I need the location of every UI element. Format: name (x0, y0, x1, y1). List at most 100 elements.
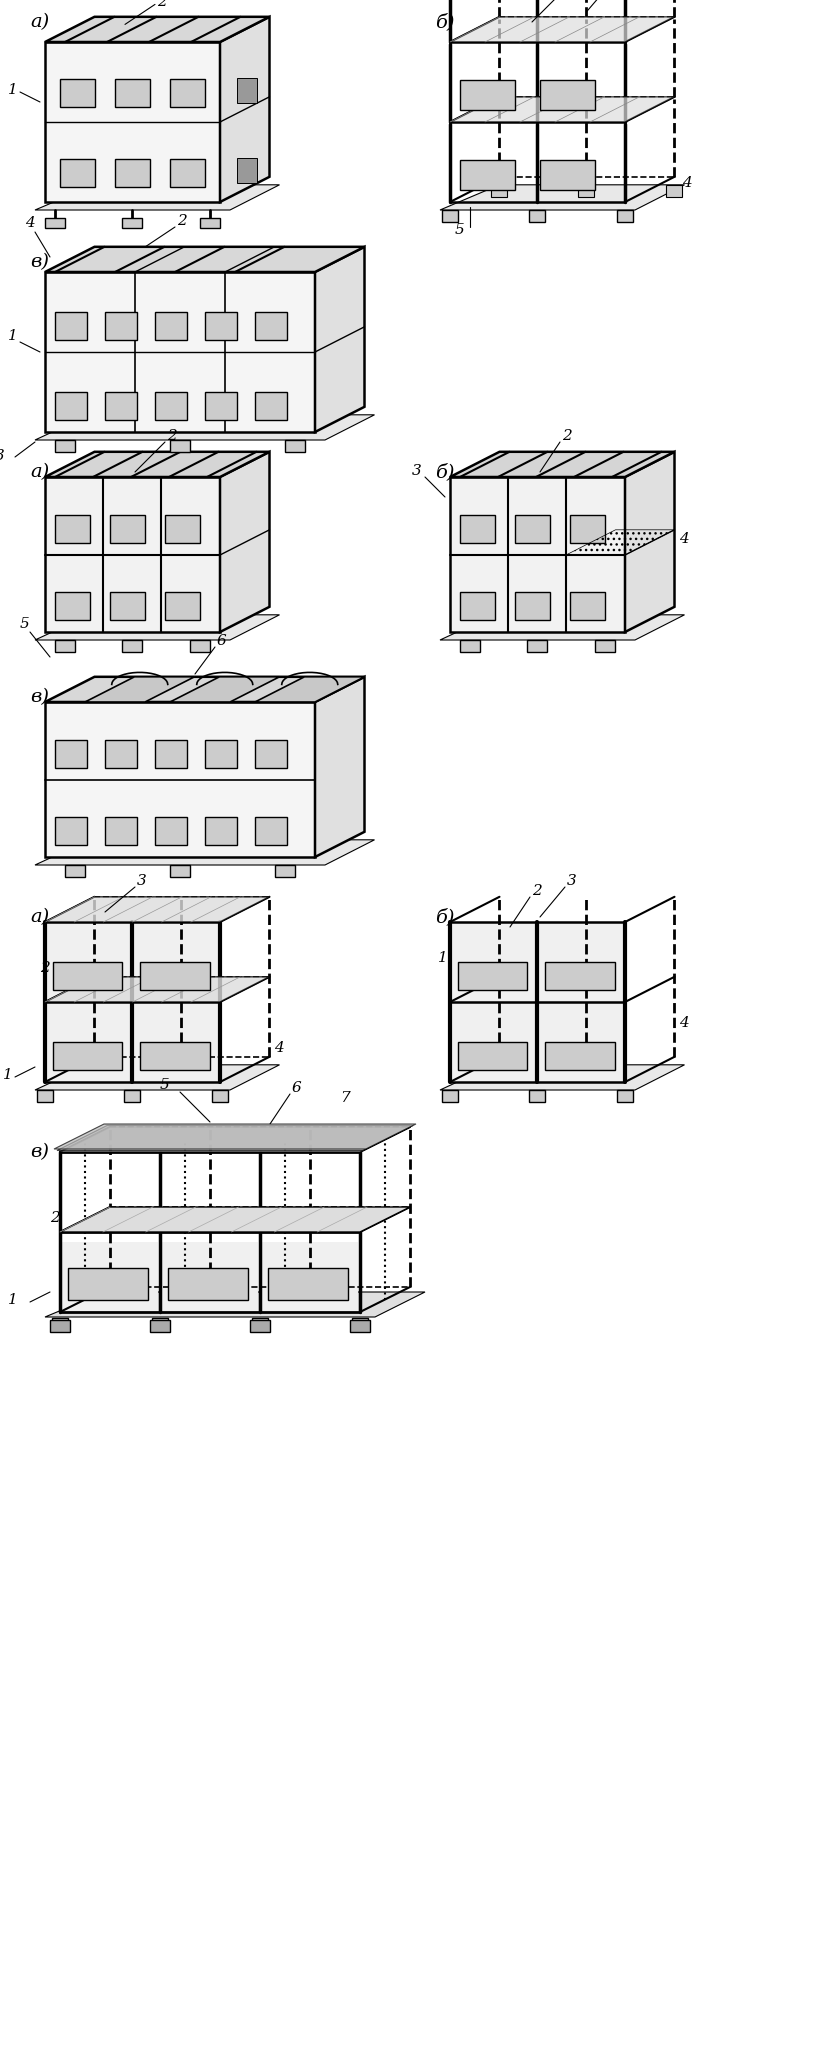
Bar (53, 1042, 122, 1069)
Bar (540, 160, 595, 191)
Polygon shape (60, 1241, 158, 1312)
Bar (617, 209, 633, 222)
Polygon shape (260, 1241, 358, 1312)
Bar (460, 593, 495, 620)
Bar (205, 816, 237, 845)
Bar (540, 81, 595, 110)
Polygon shape (57, 1125, 413, 1150)
Polygon shape (450, 477, 625, 632)
Polygon shape (315, 247, 364, 431)
Polygon shape (45, 17, 269, 41)
Bar (255, 313, 287, 340)
Polygon shape (315, 678, 364, 858)
Bar (53, 961, 122, 990)
Text: 3: 3 (0, 450, 5, 462)
Bar (529, 209, 545, 222)
Bar (170, 160, 205, 186)
Polygon shape (238, 157, 258, 182)
Bar (579, 184, 595, 197)
Bar (60, 79, 95, 108)
Text: 1: 1 (8, 329, 18, 344)
Polygon shape (35, 615, 279, 640)
Polygon shape (35, 839, 374, 864)
Bar (170, 439, 190, 452)
Bar (105, 392, 137, 421)
Polygon shape (440, 1065, 685, 1090)
Text: 1: 1 (8, 1293, 18, 1307)
Polygon shape (220, 17, 269, 201)
Bar (165, 593, 200, 620)
Bar (155, 740, 187, 769)
Bar (55, 313, 87, 340)
Bar (460, 640, 480, 653)
Polygon shape (45, 247, 364, 271)
Text: 2: 2 (177, 213, 187, 228)
Bar (515, 593, 550, 620)
Bar (168, 1268, 248, 1299)
Polygon shape (45, 452, 269, 477)
Polygon shape (60, 1127, 410, 1152)
Bar (275, 864, 295, 876)
Text: а): а) (30, 12, 49, 31)
Text: б): б) (435, 12, 455, 31)
Polygon shape (132, 922, 220, 1003)
Bar (55, 516, 90, 543)
Text: 1: 1 (3, 1067, 13, 1082)
Bar (110, 516, 145, 543)
Polygon shape (60, 1208, 410, 1233)
Bar (460, 516, 495, 543)
Text: а): а) (30, 462, 49, 481)
Polygon shape (220, 452, 269, 632)
Bar (250, 1320, 270, 1332)
Polygon shape (45, 1003, 132, 1082)
Bar (55, 816, 87, 845)
Bar (545, 1042, 615, 1069)
Text: 5: 5 (160, 1077, 170, 1092)
Polygon shape (170, 678, 279, 702)
Polygon shape (85, 678, 194, 702)
Bar (55, 439, 75, 452)
Bar (115, 160, 150, 186)
Bar (55, 740, 87, 769)
Polygon shape (625, 452, 675, 632)
Bar (458, 961, 527, 990)
Polygon shape (160, 1241, 258, 1312)
Bar (105, 740, 137, 769)
Bar (285, 439, 305, 452)
Text: а): а) (30, 908, 49, 926)
Text: 4: 4 (680, 1015, 689, 1030)
Bar (60, 160, 95, 186)
Polygon shape (450, 922, 537, 1003)
Bar (170, 864, 190, 876)
Text: в): в) (30, 688, 49, 707)
Polygon shape (450, 452, 675, 477)
Bar (570, 593, 605, 620)
Text: б): б) (435, 908, 455, 926)
Bar (350, 1320, 370, 1332)
Bar (65, 864, 85, 876)
Polygon shape (54, 1123, 416, 1150)
Bar (268, 1268, 348, 1299)
Bar (122, 218, 142, 228)
Text: 4: 4 (682, 176, 692, 191)
Polygon shape (35, 414, 374, 439)
Bar (110, 593, 145, 620)
Polygon shape (35, 1065, 279, 1090)
Text: 4: 4 (680, 533, 689, 547)
Bar (140, 1042, 210, 1069)
Polygon shape (45, 477, 220, 632)
Polygon shape (45, 1293, 425, 1318)
Bar (50, 1320, 70, 1332)
Text: 4: 4 (25, 215, 35, 230)
Bar (68, 1268, 148, 1299)
Bar (52, 1318, 68, 1330)
Bar (255, 816, 287, 845)
Polygon shape (35, 184, 279, 209)
Bar (491, 184, 508, 197)
Bar (527, 640, 547, 653)
Text: 2: 2 (532, 885, 542, 897)
Bar (55, 593, 90, 620)
Bar (595, 640, 615, 653)
Text: 2: 2 (40, 961, 50, 976)
Bar (190, 640, 210, 653)
